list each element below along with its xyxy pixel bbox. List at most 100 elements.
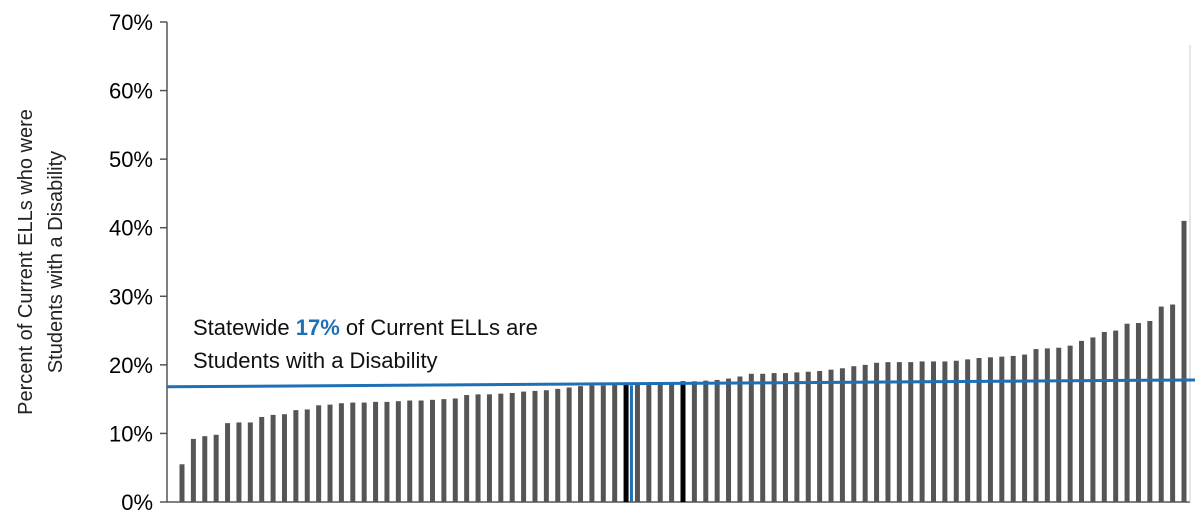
bar [213,434,219,502]
bar [441,399,447,502]
bar [851,366,857,502]
statewide-average-line [166,378,1195,389]
bar [657,383,663,502]
bar [794,372,800,502]
bar [384,401,390,502]
bar [1113,330,1119,502]
bar [634,384,640,502]
statewide-annotation-line-2: Students with a Disability [193,348,438,373]
bar [931,361,936,502]
bar [726,378,732,502]
bar [805,371,811,502]
bar [999,356,1005,502]
statewide-annotation-line-1: Statewide 17% of Current ELLs are [193,315,538,340]
y-tick-label: 0% [121,490,153,512]
bar [612,384,618,502]
y-tick-label: 70% [109,10,153,35]
bar [782,373,788,502]
bar [1022,354,1028,502]
bar [885,362,891,502]
bar [247,422,253,502]
bar [259,416,265,502]
bar [953,360,959,502]
bar [1033,349,1039,502]
bar [1044,348,1050,502]
bar [179,464,185,502]
bar [395,401,401,502]
highlighted-bar [680,381,686,502]
y-axis-title-line-1: Percent of Current ELLs who were [15,109,37,415]
bar [236,422,242,502]
bar [646,383,652,502]
highlighted-bar [623,384,629,502]
bar [1158,306,1164,502]
bar [190,438,196,502]
bar [498,393,504,502]
bar [1170,304,1176,502]
bar [737,376,743,502]
bar [509,392,515,502]
bar [1124,323,1130,502]
bar [1181,220,1187,502]
bar [418,400,424,502]
bar [942,361,948,502]
bar [896,362,902,502]
bar [578,386,584,502]
bar [703,380,709,502]
y-tick-label: 20% [109,353,153,378]
y-tick-label: 60% [109,79,153,104]
bar [270,414,276,502]
bar [373,401,379,502]
bar [1101,331,1107,502]
bar [486,394,492,502]
annotation-suffix: of Current ELLs are [340,315,538,340]
bar [908,362,914,502]
bar [293,410,299,502]
y-axis-title: Percent of Current ELLs who were Student… [15,109,67,415]
bar [316,405,322,502]
bar [407,400,413,502]
bar [771,373,777,502]
bar [566,387,572,502]
bar [350,402,356,502]
bar [760,373,766,502]
bar [202,436,208,502]
bar [862,364,868,502]
bar [748,373,754,502]
bar [817,371,823,502]
bar [521,391,527,502]
bar [430,399,435,502]
bar-series [179,220,1187,502]
bar [714,379,720,502]
bar [1067,345,1073,502]
bar [338,403,344,502]
bar [304,409,310,502]
bar [589,385,595,502]
bar [669,382,675,502]
bar [919,361,925,502]
bar [464,395,470,502]
bar [828,369,834,502]
bar [281,414,287,502]
bar [452,398,458,502]
y-tick-label: 40% [109,216,153,241]
bar [361,402,367,502]
bar [1090,337,1096,502]
annotation-highlight-value: 17% [296,315,340,340]
bar [1147,320,1153,502]
y-tick-label: 30% [109,284,153,309]
bar [987,357,993,502]
bar [839,368,845,502]
bar [1056,347,1062,502]
y-tick-label: 10% [109,421,153,446]
bar [225,423,231,502]
bar [1079,340,1085,502]
y-axis-ticks: 0% 10% 20% 30% 40% 50% 60% 70% [109,10,167,512]
bar [1010,355,1016,502]
y-tick-label: 50% [109,147,153,172]
bar [600,385,606,502]
y-axis-title-line-2: Students with a Disability [45,151,67,373]
bar [1135,323,1141,502]
bar [532,390,538,502]
